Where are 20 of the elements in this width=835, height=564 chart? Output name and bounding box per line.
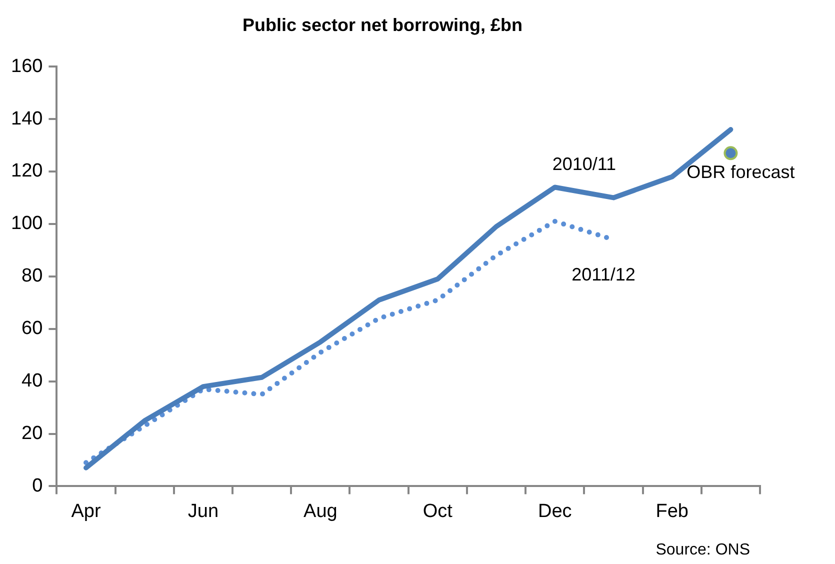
chart-title: Public sector net borrowing, £bn — [242, 14, 523, 35]
series-label: 2011/12 — [572, 264, 636, 285]
series-label: 2010/11 — [552, 154, 616, 174]
y-tick-label: 80 — [22, 266, 43, 287]
y-tick-label: 20 — [22, 422, 43, 444]
y-tick-label: 120 — [11, 160, 43, 182]
source-note: Source: ONS — [656, 541, 750, 558]
y-tick-label: 0 — [32, 475, 43, 496]
x-tick-label: Aug — [304, 500, 338, 522]
series-label: OBR forecast — [686, 162, 795, 182]
y-tick-label: 40 — [22, 370, 43, 392]
y-tick-label: 140 — [11, 108, 43, 130]
x-tick-label: Oct — [422, 500, 454, 522]
y-tick-label: 100 — [11, 213, 43, 234]
x-tick-label: Feb — [656, 500, 688, 522]
y-tick-label: 160 — [11, 56, 43, 77]
y-tick-label: 60 — [22, 318, 43, 340]
x-tick-label: Apr — [71, 500, 102, 522]
x-tick-label: Dec — [538, 500, 572, 522]
x-tick-label: Jun — [188, 500, 219, 522]
